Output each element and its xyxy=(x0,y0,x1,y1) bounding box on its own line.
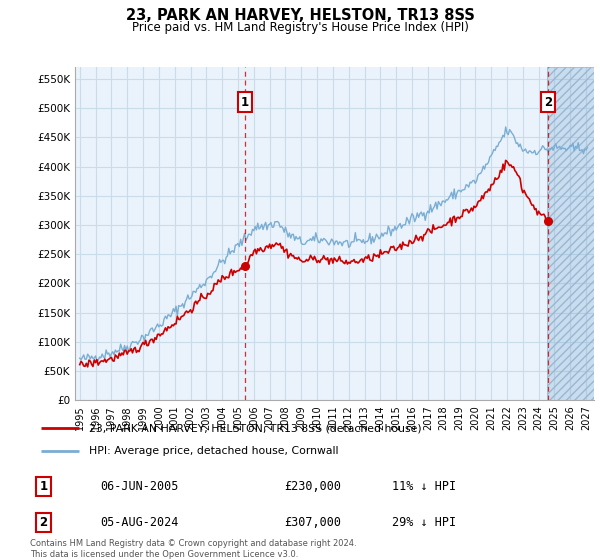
Bar xyxy=(547,67,600,400)
Text: 05-AUG-2024: 05-AUG-2024 xyxy=(100,516,179,529)
Text: £230,000: £230,000 xyxy=(284,480,341,493)
Text: Price paid vs. HM Land Registry's House Price Index (HPI): Price paid vs. HM Land Registry's House … xyxy=(131,21,469,34)
Text: 06-JUN-2005: 06-JUN-2005 xyxy=(100,480,179,493)
Text: HPI: Average price, detached house, Cornwall: HPI: Average price, detached house, Corn… xyxy=(89,446,339,456)
Text: 23, PARK AN HARVEY, HELSTON, TR13 8SS: 23, PARK AN HARVEY, HELSTON, TR13 8SS xyxy=(125,8,475,24)
Text: 29% ↓ HPI: 29% ↓ HPI xyxy=(392,516,456,529)
Text: 11% ↓ HPI: 11% ↓ HPI xyxy=(392,480,456,493)
Text: Contains HM Land Registry data © Crown copyright and database right 2024.
This d: Contains HM Land Registry data © Crown c… xyxy=(30,539,356,559)
Bar xyxy=(547,67,600,400)
Text: 1: 1 xyxy=(241,96,249,109)
Text: 2: 2 xyxy=(40,516,47,529)
Text: £307,000: £307,000 xyxy=(284,516,341,529)
Text: 1: 1 xyxy=(40,480,47,493)
Text: 2: 2 xyxy=(544,96,552,109)
Text: 23, PARK AN HARVEY, HELSTON, TR13 8SS (detached house): 23, PARK AN HARVEY, HELSTON, TR13 8SS (d… xyxy=(89,423,422,433)
